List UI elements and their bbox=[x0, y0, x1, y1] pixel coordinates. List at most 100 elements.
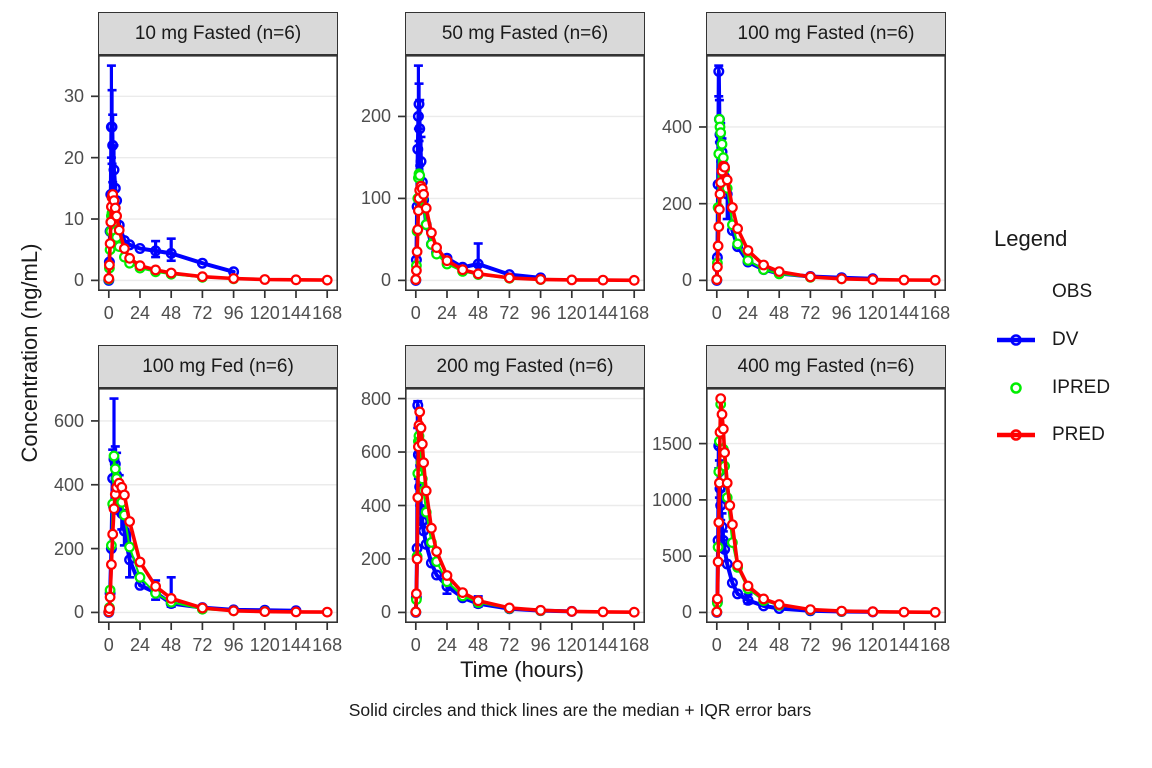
facet-panel bbox=[398, 55, 645, 298]
y-tick-label: 10 bbox=[63, 209, 84, 230]
legend-item-label: OBS bbox=[1052, 281, 1093, 302]
legend-item-ipred: IPRED bbox=[996, 376, 1110, 400]
facet-strip: 100 mg Fed (n=6) bbox=[98, 345, 338, 388]
x-tick-label: 96 bbox=[223, 303, 244, 323]
x-tick-label: 120 bbox=[249, 303, 280, 323]
x-tick-label: 168 bbox=[920, 635, 951, 655]
legend-item-dv: DV bbox=[996, 328, 1078, 352]
facet-strip: 100 mg Fasted (n=6) bbox=[706, 12, 946, 55]
facet-panel bbox=[699, 388, 946, 630]
y-tick-label: 500 bbox=[661, 546, 692, 567]
x-tick-label: 72 bbox=[800, 635, 821, 655]
x-tick-label: 96 bbox=[223, 635, 244, 655]
x-tick-label: 96 bbox=[831, 635, 852, 655]
x-tick-label: 144 bbox=[888, 303, 920, 323]
facet-strip: 200 mg Fasted (n=6) bbox=[405, 345, 645, 388]
y-tick-label: 200 bbox=[661, 193, 692, 214]
facet-strip: 400 mg Fasted (n=6) bbox=[706, 345, 946, 388]
x-tick-label: 120 bbox=[249, 635, 280, 655]
y-tick-label: 400 bbox=[360, 495, 391, 516]
facet-panel bbox=[699, 55, 946, 298]
x-tick-label: 96 bbox=[831, 303, 852, 323]
facet-strip-label: 400 mg Fasted (n=6) bbox=[737, 355, 915, 377]
x-tick-label: 48 bbox=[769, 303, 790, 323]
x-tick-label: 168 bbox=[920, 303, 951, 323]
pred-key-icon bbox=[997, 429, 1035, 441]
x-tick-label: 0 bbox=[711, 635, 722, 655]
legend-item-obs: OBS bbox=[996, 280, 1092, 304]
x-tick-label: 24 bbox=[436, 303, 458, 323]
y-tick-label: 30 bbox=[63, 86, 84, 107]
x-tick-label: 120 bbox=[857, 635, 888, 655]
y-tick-label: 400 bbox=[53, 474, 84, 495]
facet-panel bbox=[398, 388, 645, 630]
obs-key-icon bbox=[996, 281, 1036, 303]
x-tick-label: 24 bbox=[129, 303, 151, 323]
x-tick-label: 144 bbox=[888, 635, 920, 655]
x-tick-label: 48 bbox=[161, 635, 182, 655]
x-tick-label: 168 bbox=[619, 635, 650, 655]
x-tick-label: 0 bbox=[711, 303, 722, 323]
legend-item-label: PRED bbox=[1052, 424, 1105, 445]
y-axis-title: Concentration (ng/mL) bbox=[17, 243, 42, 463]
facet-strip: 50 mg Fasted (n=6) bbox=[405, 12, 645, 55]
x-tick-label: 96 bbox=[530, 303, 551, 323]
x-tick-label: 144 bbox=[280, 635, 312, 655]
x-tick-label: 48 bbox=[769, 635, 790, 655]
y-tick-label: 0 bbox=[73, 602, 84, 623]
x-tick-label: 24 bbox=[436, 635, 458, 655]
y-tick-label: 200 bbox=[360, 548, 391, 569]
x-tick-label: 72 bbox=[800, 303, 821, 323]
y-tick-label: 0 bbox=[681, 270, 692, 291]
ipred-key-icon bbox=[1010, 382, 1022, 394]
x-tick-label: 48 bbox=[468, 303, 489, 323]
dv-key-icon bbox=[997, 334, 1035, 346]
x-tick-label: 0 bbox=[103, 303, 114, 323]
x-tick-label: 0 bbox=[410, 635, 421, 655]
x-tick-label: 72 bbox=[192, 635, 213, 655]
x-tick-label: 24 bbox=[737, 303, 759, 323]
x-tick-label: 168 bbox=[619, 303, 650, 323]
facet-strip-label: 10 mg Fasted (n=6) bbox=[134, 22, 302, 44]
y-tick-label: 100 bbox=[360, 188, 391, 209]
legend-item-pred: PRED bbox=[996, 423, 1105, 447]
y-tick-label: 0 bbox=[681, 602, 692, 623]
x-tick-label: 120 bbox=[857, 303, 888, 323]
y-tick-label: 600 bbox=[53, 410, 84, 431]
facet-panel bbox=[91, 55, 338, 298]
facet-strip-label: 100 mg Fed (n=6) bbox=[142, 355, 294, 377]
legend-item-label: DV bbox=[1052, 329, 1079, 350]
y-tick-label: 400 bbox=[661, 116, 692, 137]
x-tick-label: 0 bbox=[410, 303, 421, 323]
facet-strip: 10 mg Fasted (n=6) bbox=[98, 12, 338, 55]
x-tick-label: 72 bbox=[499, 635, 520, 655]
x-tick-label: 144 bbox=[280, 303, 312, 323]
facet-strip-label: 200 mg Fasted (n=6) bbox=[436, 355, 614, 377]
x-tick-label: 144 bbox=[587, 635, 619, 655]
figure-caption: Solid circles and thick lines are the me… bbox=[348, 700, 812, 720]
facet-panel bbox=[91, 388, 338, 630]
x-tick-label: 120 bbox=[556, 635, 587, 655]
x-tick-label: 168 bbox=[312, 303, 343, 323]
legend: Legend OBS DV IPRED PRED bbox=[990, 226, 1152, 466]
x-tick-label: 24 bbox=[129, 635, 151, 655]
facet-strip-label: 50 mg Fasted (n=6) bbox=[441, 22, 609, 44]
y-tick-label: 600 bbox=[360, 442, 391, 463]
y-tick-label: 200 bbox=[53, 538, 84, 559]
x-tick-label: 144 bbox=[587, 303, 619, 323]
y-tick-label: 0 bbox=[380, 270, 391, 291]
x-tick-label: 120 bbox=[556, 303, 587, 323]
y-tick-label: 0 bbox=[73, 270, 84, 291]
x-tick-label: 0 bbox=[103, 635, 114, 655]
y-tick-label: 200 bbox=[360, 106, 391, 127]
x-tick-label: 72 bbox=[499, 303, 520, 323]
x-tick-label: 96 bbox=[530, 635, 551, 655]
y-tick-label: 1500 bbox=[651, 433, 692, 454]
legend-item-label: IPRED bbox=[1052, 377, 1111, 398]
x-tick-label: 72 bbox=[192, 303, 213, 323]
legend-title: Legend bbox=[994, 226, 1068, 251]
y-tick-label: 20 bbox=[63, 147, 84, 168]
x-tick-label: 24 bbox=[737, 635, 759, 655]
facet-strip-label: 100 mg Fasted (n=6) bbox=[737, 22, 915, 44]
